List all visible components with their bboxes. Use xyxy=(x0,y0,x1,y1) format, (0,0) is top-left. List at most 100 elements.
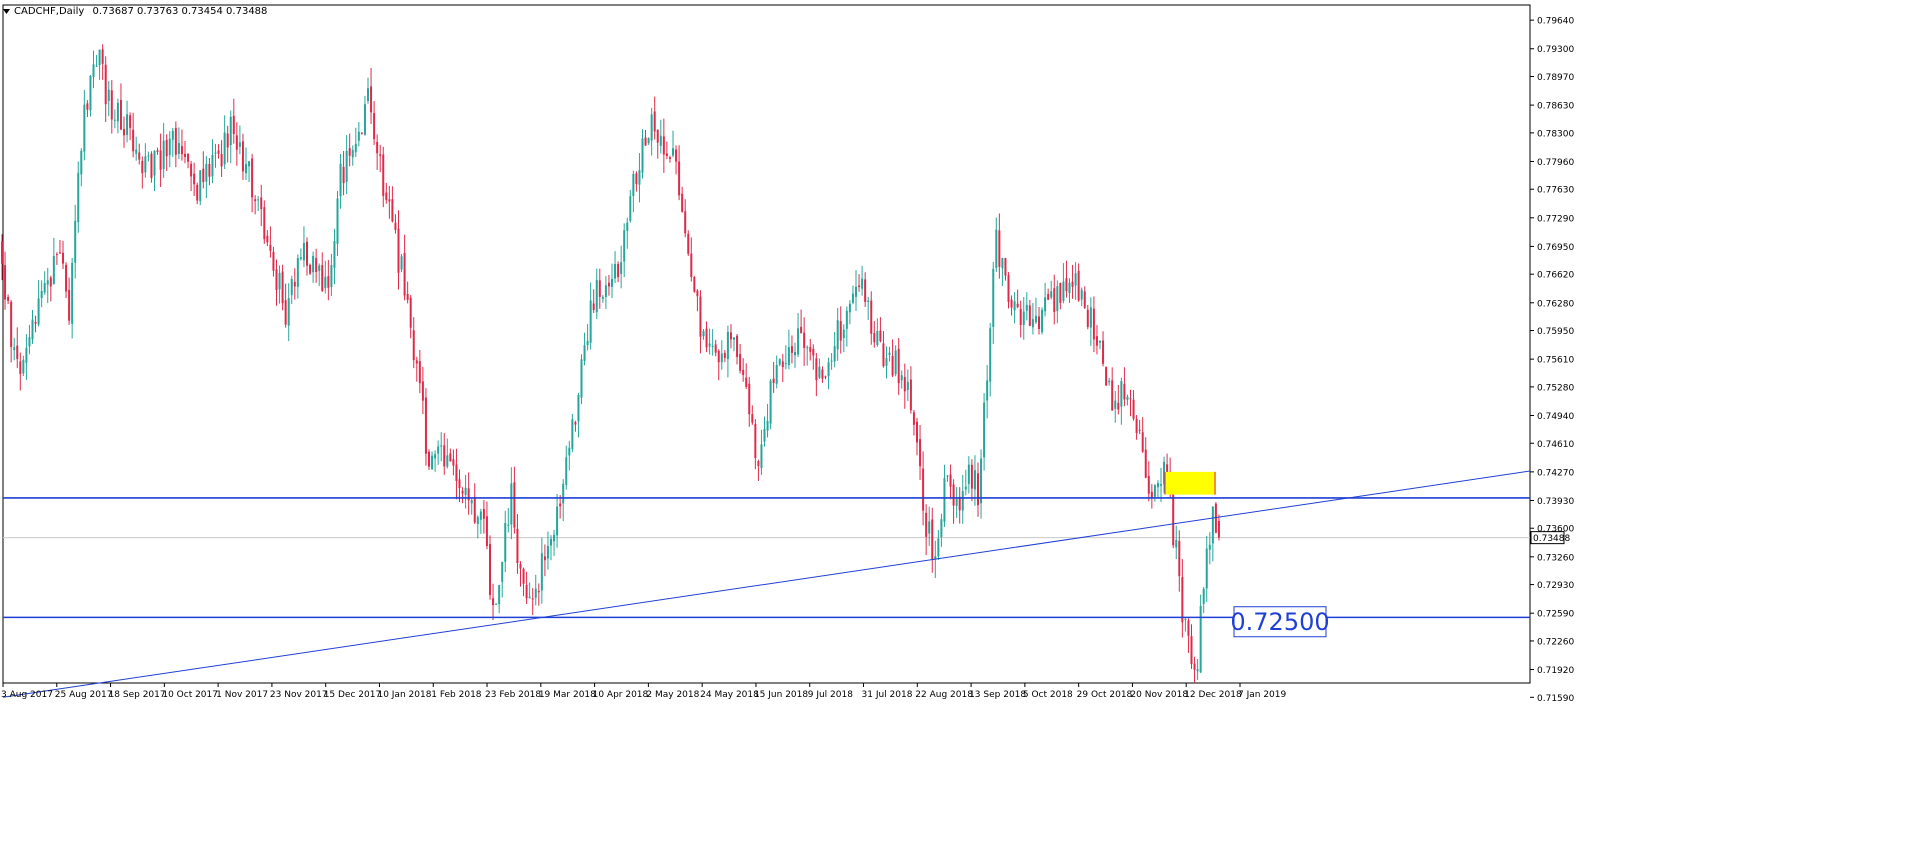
candle-body xyxy=(168,138,171,156)
y-tick-label: 0.72260 xyxy=(1537,637,1574,647)
drawings-layer[interactable]: 0.72500 xyxy=(2,470,1531,698)
candle-body xyxy=(336,198,339,244)
x-tick-label: 29 Oct 2018 xyxy=(1077,690,1133,700)
candle-body xyxy=(1068,282,1071,294)
y-tick-label: 0.75280 xyxy=(1537,383,1574,393)
candle-body xyxy=(1153,485,1156,497)
candle-body xyxy=(376,141,379,154)
candle-body xyxy=(623,230,626,262)
candle-body xyxy=(531,598,534,600)
candle-body xyxy=(446,455,449,467)
candle-body xyxy=(202,168,205,182)
candle xyxy=(653,96,656,140)
candle-body xyxy=(611,279,613,287)
candle xyxy=(1034,297,1037,324)
candle xyxy=(241,133,244,181)
candle-body xyxy=(1105,367,1108,386)
candle xyxy=(501,561,504,598)
candle-body xyxy=(650,114,653,141)
candle-body xyxy=(961,491,964,511)
candle-body xyxy=(565,457,568,485)
dropdown-triangle-icon[interactable] xyxy=(3,9,10,14)
candle xyxy=(574,420,577,432)
y-tick-label: 0.73600 xyxy=(1537,525,1574,535)
candle-body xyxy=(830,360,833,362)
candle-body xyxy=(714,344,717,353)
candle-body xyxy=(501,561,504,582)
trendline[interactable] xyxy=(2,470,1531,698)
candle-body xyxy=(635,173,638,185)
candle-body xyxy=(855,286,857,297)
candle-body xyxy=(845,310,848,329)
candle xyxy=(769,378,772,430)
candle xyxy=(848,300,851,325)
x-tick-label: 19 Mar 2018 xyxy=(539,690,596,700)
candle xyxy=(223,115,226,170)
candle-body xyxy=(504,522,507,562)
candle-body xyxy=(354,143,357,153)
candle xyxy=(714,339,717,357)
y-tick-label: 0.73260 xyxy=(1537,553,1574,563)
candle xyxy=(263,200,266,244)
candle-body xyxy=(949,474,952,487)
candle-body xyxy=(187,153,190,162)
candle-body xyxy=(257,199,260,201)
candle-body xyxy=(934,556,937,560)
y-tick-label: 0.77960 xyxy=(1537,158,1574,168)
candle xyxy=(86,100,89,117)
candle-body xyxy=(858,285,861,287)
candle xyxy=(662,118,665,173)
candle xyxy=(156,147,159,155)
candle-body xyxy=(345,150,348,182)
candle-body xyxy=(1004,258,1007,276)
candle-body xyxy=(629,196,632,221)
candle-body xyxy=(641,138,644,173)
candle-body xyxy=(159,150,162,170)
candle-body xyxy=(235,135,238,150)
candle xyxy=(1156,480,1159,498)
candle-body xyxy=(1041,309,1044,333)
candle-body xyxy=(919,439,922,467)
candle-body xyxy=(290,279,293,296)
candle xyxy=(543,544,546,577)
candle xyxy=(809,339,812,361)
candle xyxy=(906,369,909,402)
candle xyxy=(412,317,415,369)
candle-body xyxy=(626,222,629,231)
annotation-box[interactable] xyxy=(1233,606,1327,638)
candle-body xyxy=(998,230,1001,267)
candle-body xyxy=(1138,429,1141,431)
candle-body xyxy=(739,353,742,371)
candle xyxy=(269,226,272,258)
candle xyxy=(306,237,308,276)
candle xyxy=(620,245,623,289)
candle xyxy=(986,364,989,419)
candle xyxy=(40,280,43,308)
candle xyxy=(461,487,464,504)
candle xyxy=(1202,586,1205,614)
candle-body xyxy=(1150,491,1153,498)
candle xyxy=(452,449,455,476)
candle xyxy=(970,459,973,502)
candle xyxy=(787,329,790,370)
candle xyxy=(327,259,330,301)
candle xyxy=(485,501,488,550)
resistance-zone[interactable] xyxy=(1165,471,1216,495)
candle-body xyxy=(113,119,116,121)
candle xyxy=(1126,394,1129,406)
candle xyxy=(937,530,940,561)
candle xyxy=(784,345,787,370)
candle-body xyxy=(86,103,89,110)
candle xyxy=(171,127,174,157)
candle xyxy=(598,268,601,309)
candle xyxy=(235,122,238,166)
plot-frame xyxy=(2,4,1531,684)
y-tick-label: 0.71590 xyxy=(1537,694,1574,704)
candle-body xyxy=(1016,303,1019,308)
candle xyxy=(217,144,220,159)
candle xyxy=(803,317,806,366)
candle xyxy=(940,513,943,547)
candle-body xyxy=(763,429,766,442)
